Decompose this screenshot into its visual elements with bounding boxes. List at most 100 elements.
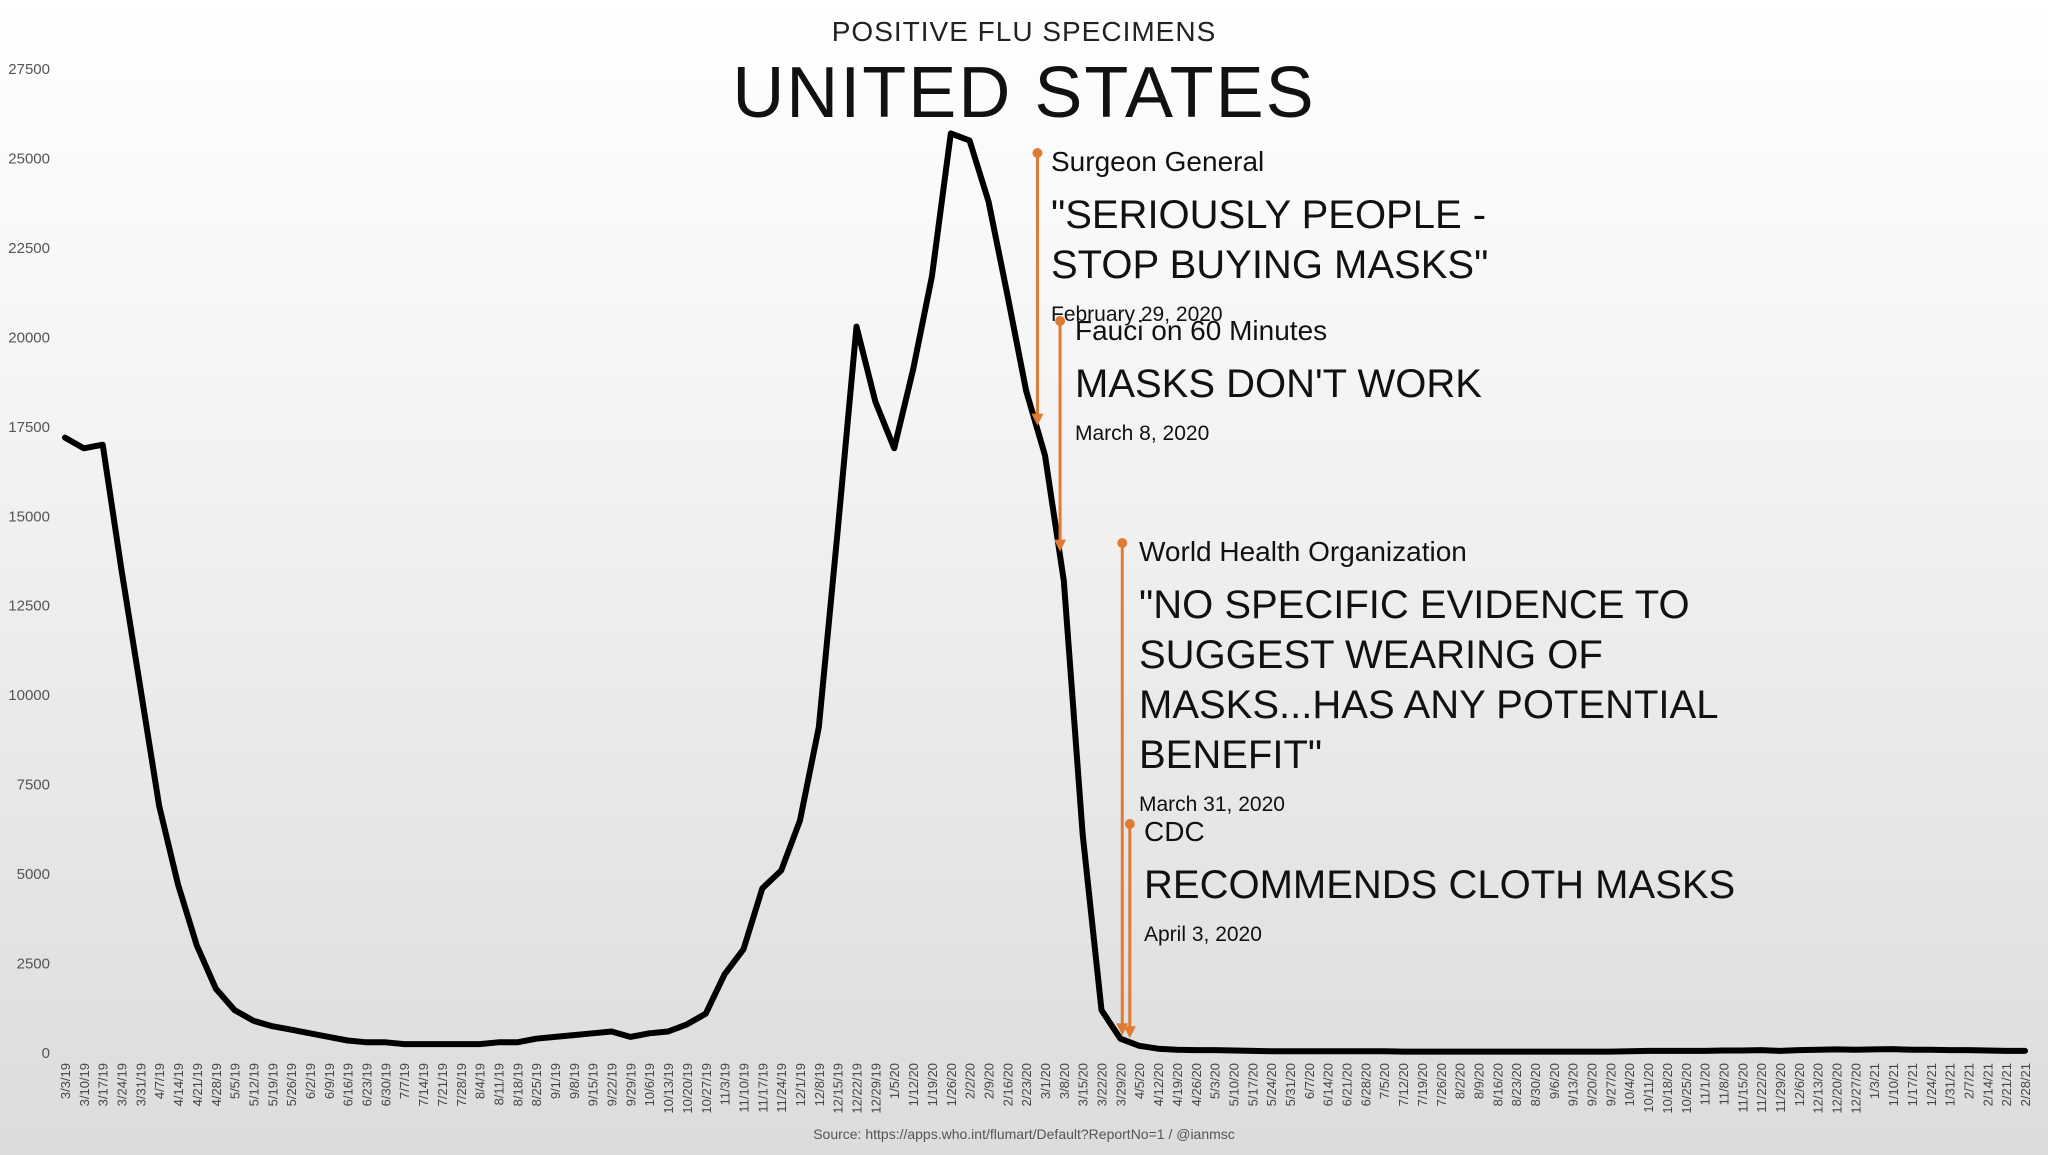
x-tick-label: 7/28/19: [454, 1063, 469, 1106]
x-tick-label: 11/15/20: [1735, 1063, 1750, 1113]
x-tick-label: 9/15/19: [586, 1063, 601, 1106]
x-tick-label: 8/16/20: [1490, 1063, 1505, 1106]
x-tick-label: 7/14/19: [416, 1063, 431, 1106]
x-tick-label: 7/12/20: [1396, 1063, 1411, 1106]
y-tick-label: 0: [42, 1045, 50, 1062]
x-tick-label: 8/18/19: [510, 1063, 525, 1106]
x-tick-label: 2/2/20: [963, 1063, 978, 1099]
y-tick-label: 15000: [8, 508, 50, 525]
x-tick-label: 11/22/20: [1754, 1063, 1769, 1113]
annotation-date: March 8, 2020: [1075, 422, 1210, 445]
x-tick-label: 3/22/20: [1095, 1063, 1110, 1106]
x-tick-label: 8/2/20: [1453, 1063, 1468, 1099]
x-axis: 3/3/19 3/10/19 3/17/19 3/24/19 3/31/19 4/7/19…: [58, 1063, 2033, 1114]
y-tick-label: 2500: [17, 956, 50, 973]
chart-title: UNITED STATES: [732, 53, 1316, 133]
y-tick-label: 27500: [8, 61, 50, 78]
x-tick-label: 12/1/19: [793, 1063, 808, 1106]
annotation-arrows: [1031, 148, 1136, 1039]
x-tick-label: 4/19/20: [1170, 1063, 1185, 1106]
x-tick-label: 11/17/19: [755, 1063, 770, 1113]
x-tick-label: 4/28/19: [209, 1063, 224, 1106]
x-tick-label: 6/7/20: [1302, 1063, 1317, 1099]
x-tick-label: 8/9/20: [1471, 1063, 1486, 1099]
annotation-date: April 3, 2020: [1144, 923, 1262, 946]
x-tick-label: 4/12/20: [1151, 1063, 1166, 1106]
annotation-quote: "SERIOUSLY PEOPLE - STOP BUYING MASKS": [1051, 193, 1489, 287]
x-tick-label: 1/26/20: [944, 1063, 959, 1106]
x-tick-label: 5/31/20: [1283, 1063, 1298, 1106]
x-tick-label: 2/23/20: [1019, 1063, 1034, 1106]
x-tick-label: 6/9/19: [322, 1063, 337, 1099]
x-tick-label: 3/15/20: [1076, 1063, 1091, 1106]
x-tick-label: 5/3/20: [1208, 1063, 1223, 1099]
x-tick-label: 6/23/19: [360, 1063, 375, 1106]
x-tick-label: 9/20/20: [1585, 1063, 1600, 1106]
annotation-quote: "NO SPECIFIC EVIDENCE TO SUGGEST WEARING…: [1139, 583, 1719, 777]
annotation-arrowhead: [1031, 413, 1044, 426]
x-tick-label: 9/6/20: [1547, 1063, 1562, 1099]
x-tick-label: 3/8/20: [1057, 1063, 1072, 1099]
x-tick-label: 2/28/21: [2018, 1063, 2033, 1106]
y-tick-label: 17500: [8, 419, 50, 436]
annotation-dot: [1055, 316, 1066, 326]
x-tick-label: 10/27/19: [699, 1063, 714, 1114]
x-tick-label: 1/19/20: [925, 1063, 940, 1106]
x-tick-label: 1/12/20: [906, 1063, 921, 1106]
x-tick-label: 12/8/19: [812, 1063, 827, 1106]
x-tick-label: 5/24/20: [1264, 1063, 1279, 1106]
x-tick-label: 3/10/19: [77, 1063, 92, 1106]
x-tick-label: 6/21/20: [1340, 1063, 1355, 1106]
annotation-quote: RECOMMENDS CLOTH MASKS: [1144, 863, 1736, 907]
x-tick-label: 9/8/19: [567, 1063, 582, 1099]
x-tick-label: 9/1/19: [548, 1063, 563, 1099]
x-tick-label: 10/25/20: [1679, 1063, 1694, 1114]
x-tick-label: 1/17/21: [1905, 1063, 1920, 1106]
x-tick-label: 4/21/19: [190, 1063, 205, 1106]
x-tick-label: 12/13/20: [1811, 1063, 1826, 1114]
x-tick-label: 8/25/19: [529, 1063, 544, 1106]
x-tick-label: 12/22/19: [850, 1063, 865, 1114]
annotation-dot: [1117, 538, 1128, 548]
y-tick-label: 20000: [8, 329, 50, 346]
x-tick-label: 3/3/19: [58, 1063, 73, 1099]
y-tick-label: 7500: [17, 777, 50, 794]
x-tick-label: 8/30/20: [1528, 1063, 1543, 1106]
x-tick-label: 1/5/20: [887, 1063, 902, 1099]
x-tick-label: 1/24/21: [1924, 1063, 1939, 1106]
x-tick-label: 9/29/19: [623, 1063, 638, 1106]
x-tick-label: 5/19/19: [265, 1063, 280, 1106]
annotation-date: March 31, 2020: [1139, 793, 1285, 816]
annotation-source: Fauci on 60 Minutes: [1075, 315, 1328, 346]
x-tick-label: 9/22/19: [605, 1063, 620, 1106]
x-tick-label: 7/5/20: [1377, 1063, 1392, 1099]
x-tick-label: 5/17/20: [1245, 1063, 1260, 1106]
y-tick-label: 12500: [8, 598, 50, 615]
annotation-who: World Health Organization "NO SPECIFIC E…: [1139, 538, 1719, 816]
x-tick-label: 11/8/20: [1716, 1063, 1731, 1105]
x-tick-label: 8/4/19: [473, 1063, 488, 1099]
y-tick-label: 25000: [8, 150, 50, 167]
annotation-source: CDC: [1144, 816, 1205, 847]
x-tick-label: 6/30/19: [378, 1063, 393, 1106]
x-tick-label: 6/16/19: [341, 1063, 356, 1106]
x-tick-label: 3/29/20: [1113, 1063, 1128, 1106]
x-tick-label: 7/26/20: [1434, 1063, 1449, 1106]
x-tick-label: 12/6/20: [1792, 1063, 1807, 1106]
x-tick-label: 2/9/20: [981, 1063, 996, 1099]
x-tick-label: 3/1/20: [1038, 1063, 1053, 1099]
x-tick-label: 5/5/19: [228, 1063, 243, 1099]
x-tick-label: 4/14/19: [171, 1063, 186, 1106]
y-tick-label: 22500: [8, 240, 50, 257]
x-tick-label: 4/26/20: [1189, 1063, 1204, 1106]
x-tick-label: 2/21/21: [1999, 1063, 2014, 1106]
series-line: [62, 130, 2028, 1055]
annotation-source: Surgeon General: [1051, 146, 1265, 177]
y-axis: 0 2500 5000 7500 10000 12500 15000 17500 20000 22…: [8, 61, 50, 1062]
annotation-arrowhead: [1054, 539, 1067, 552]
x-tick-label: 10/13/19: [661, 1063, 676, 1114]
source-caption: Source: https://apps.who.int/flumart/Def…: [813, 1126, 1235, 1142]
x-tick-label: 5/12/19: [246, 1063, 261, 1106]
x-tick-label: 7/19/20: [1415, 1063, 1430, 1106]
